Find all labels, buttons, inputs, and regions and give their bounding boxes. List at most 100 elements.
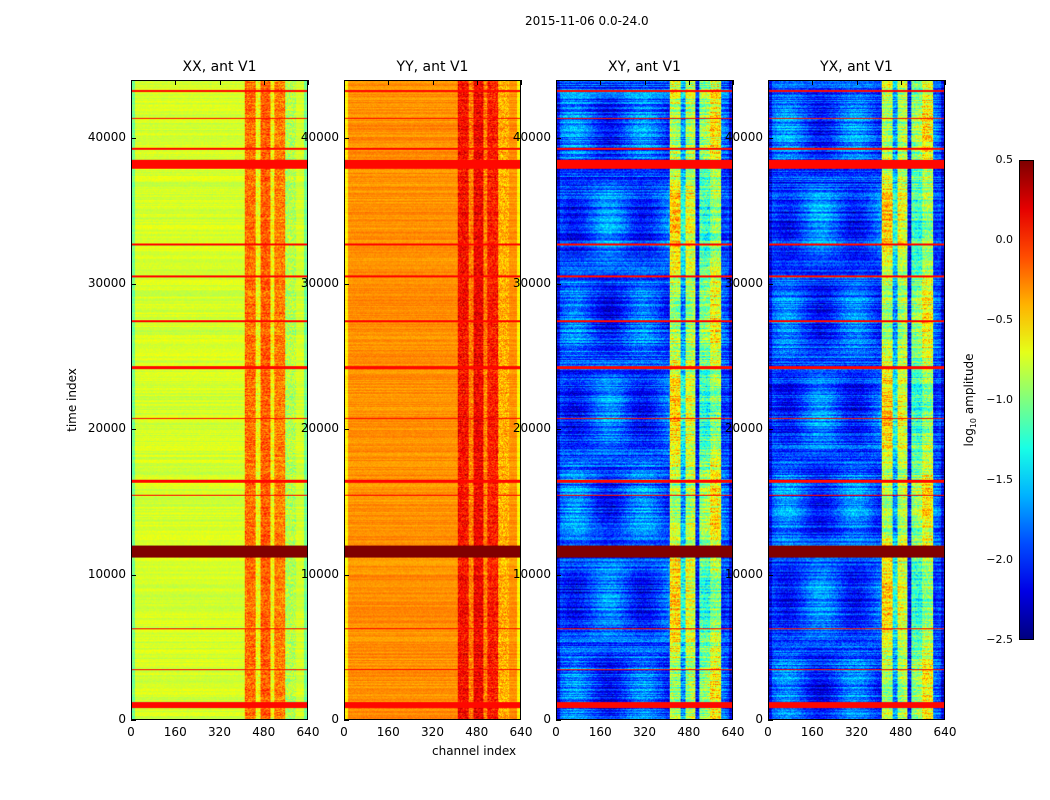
x-tick xyxy=(131,80,132,85)
y-tick xyxy=(131,720,136,721)
y-tick xyxy=(556,574,561,576)
y-tick-label: 20000 xyxy=(724,421,763,436)
x-tick-label: 480 xyxy=(889,725,913,739)
colorbar-tick-label: 0.5 xyxy=(995,153,1014,166)
x-tick-label: 160 xyxy=(588,725,612,739)
y-tick-label: 30000 xyxy=(724,275,763,290)
x-tick xyxy=(476,80,478,85)
colorbar-tick-label: −0.5 xyxy=(986,313,1013,326)
x-tick-label: 640 xyxy=(296,725,320,739)
colorbar-label: log10 amplitude xyxy=(961,353,979,447)
x-tick xyxy=(175,80,177,85)
x-tick-label: 0 xyxy=(764,725,772,739)
x-tick-label: 160 xyxy=(376,725,400,739)
y-tick-label: 40000 xyxy=(724,130,763,145)
heatmap-panel xyxy=(131,80,308,720)
y-tick xyxy=(131,283,136,285)
x-tick xyxy=(768,80,769,85)
x-tick-label: 320 xyxy=(421,725,444,739)
x-tick-label: 640 xyxy=(721,725,745,739)
y-tick-label: 0 xyxy=(118,712,126,726)
x-tick-label: 480 xyxy=(677,725,701,739)
y-tick xyxy=(768,429,773,431)
x-tick xyxy=(521,80,522,85)
heatmap-panel xyxy=(556,80,733,720)
heatmap-cells xyxy=(557,81,732,719)
y-tick-label: 0 xyxy=(331,712,339,726)
y-tick-label: 30000 xyxy=(512,275,551,290)
figure-title: 2015-11-06 0.0-24.0 xyxy=(525,14,649,28)
x-tick-label: 0 xyxy=(127,725,135,739)
panel-title: YY, ant V1 xyxy=(396,59,469,75)
y-axis-label: time index xyxy=(65,368,79,432)
y-tick xyxy=(131,429,136,431)
y-tick-label: 10000 xyxy=(512,566,551,581)
x-tick xyxy=(600,80,602,85)
y-tick xyxy=(344,720,349,721)
y-tick xyxy=(131,138,136,140)
x-tick xyxy=(945,80,946,85)
colorbar-tick-label: 0.0 xyxy=(995,233,1014,246)
colorbar xyxy=(1019,160,1034,640)
x-tick-label: 320 xyxy=(845,725,868,739)
x-tick-label: 160 xyxy=(163,725,187,739)
y-tick xyxy=(556,429,561,431)
colorbar-tick-label: −1.5 xyxy=(986,473,1013,486)
y-tick xyxy=(768,138,773,140)
y-tick-label: 10000 xyxy=(724,566,763,581)
y-tick-label: 20000 xyxy=(512,421,551,436)
y-tick xyxy=(556,138,561,140)
y-tick-label: 10000 xyxy=(87,566,126,581)
y-tick-label: 40000 xyxy=(512,130,551,145)
x-tick-label: 640 xyxy=(933,725,957,739)
heatmap-panel xyxy=(344,80,521,720)
y-tick-label: 0 xyxy=(755,712,763,726)
x-tick-label: 640 xyxy=(509,725,533,739)
y-tick xyxy=(344,574,349,576)
x-tick xyxy=(344,80,345,85)
y-tick-label: 30000 xyxy=(87,275,126,290)
y-tick xyxy=(131,574,136,576)
panel-title: YX, ant V1 xyxy=(820,59,893,75)
x-tick xyxy=(432,80,434,85)
heatmap-panel xyxy=(768,80,945,720)
colorbar-tick-label: −2.0 xyxy=(986,553,1013,566)
heatmap-cells xyxy=(769,81,944,719)
x-tick xyxy=(556,80,557,85)
x-tick-label: 320 xyxy=(633,725,656,739)
x-tick xyxy=(733,80,734,85)
heatmap-cells xyxy=(132,81,307,719)
y-tick-label: 10000 xyxy=(300,566,339,581)
x-tick xyxy=(388,80,390,85)
y-tick xyxy=(556,283,561,285)
x-tick-label: 0 xyxy=(552,725,560,739)
x-tick xyxy=(308,80,309,85)
colorbar-tick-label: −1.0 xyxy=(986,393,1013,406)
x-tick xyxy=(900,80,902,85)
x-tick xyxy=(812,80,814,85)
panel-title: XX, ant V1 xyxy=(182,59,257,75)
x-tick-label: 320 xyxy=(208,725,231,739)
y-tick xyxy=(556,720,561,721)
x-tick xyxy=(688,80,690,85)
y-tick xyxy=(768,720,773,721)
y-tick-label: 30000 xyxy=(300,275,339,290)
x-tick xyxy=(219,80,221,85)
x-tick-label: 480 xyxy=(252,725,276,739)
colorbar-tick-label: −2.5 xyxy=(986,633,1013,646)
y-tick xyxy=(768,574,773,576)
y-tick xyxy=(344,283,349,285)
x-tick xyxy=(856,80,858,85)
x-tick-label: 480 xyxy=(465,725,489,739)
y-tick xyxy=(768,283,773,285)
x-tick xyxy=(644,80,646,85)
y-tick-label: 20000 xyxy=(300,421,339,436)
y-tick xyxy=(344,138,349,140)
x-axis-label: channel index xyxy=(432,744,517,758)
y-tick xyxy=(344,429,349,431)
heatmap-cells xyxy=(345,81,520,719)
y-tick-label: 40000 xyxy=(87,130,126,145)
y-tick-label: 40000 xyxy=(300,130,339,145)
x-tick-label: 160 xyxy=(800,725,824,739)
